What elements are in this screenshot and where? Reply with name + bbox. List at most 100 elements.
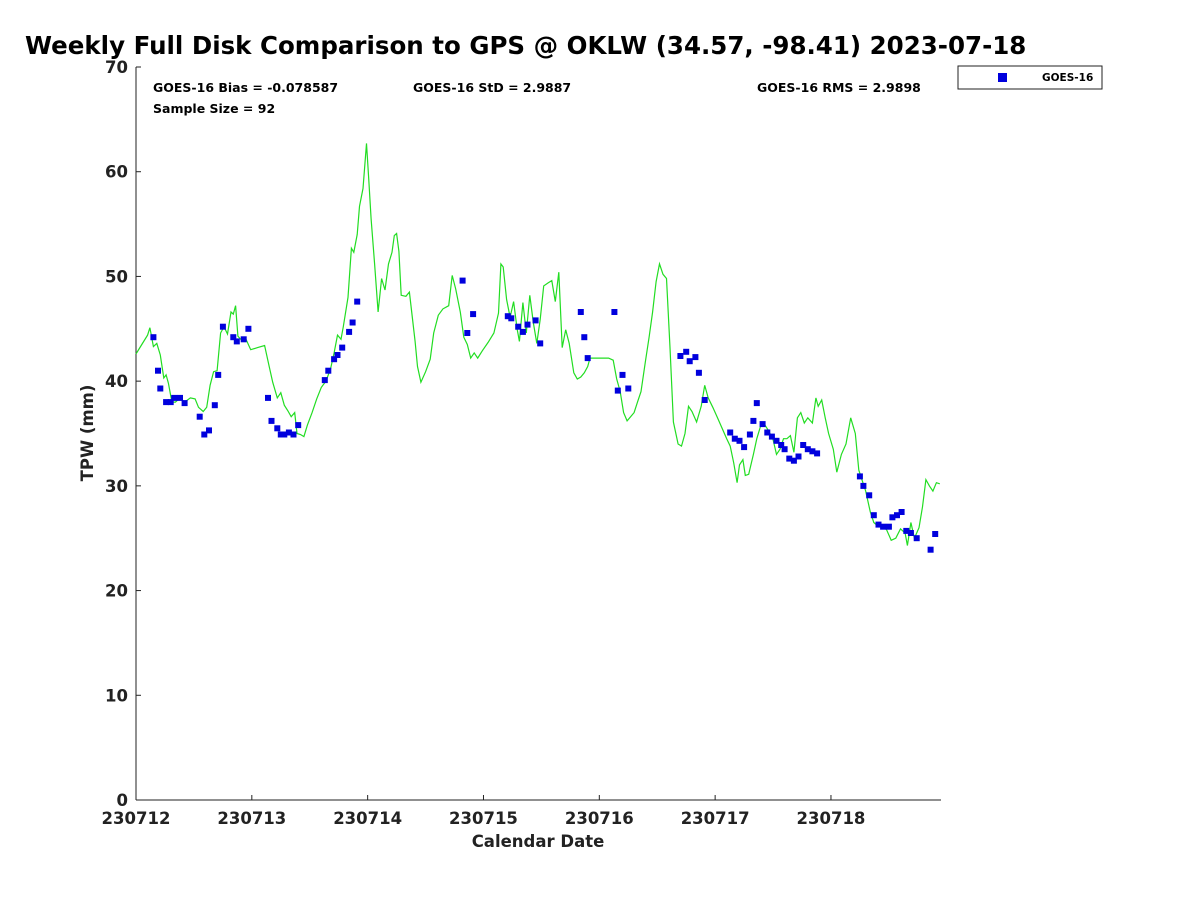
x-tick-label: 230714 bbox=[333, 809, 402, 828]
goes16-point bbox=[907, 530, 914, 536]
x-tick-label: 230713 bbox=[217, 809, 286, 828]
goes16-point bbox=[753, 400, 760, 407]
goes16-point bbox=[611, 309, 618, 315]
goes16-point bbox=[898, 509, 905, 515]
goes16-point bbox=[245, 325, 252, 332]
goes16-point bbox=[459, 277, 466, 284]
y-tick-label: 20 bbox=[105, 582, 128, 601]
goes16-point bbox=[508, 315, 515, 322]
x-tick-label: 230715 bbox=[449, 809, 518, 828]
goes16-point bbox=[764, 429, 771, 436]
goes16-point bbox=[701, 397, 708, 403]
goes16-point bbox=[504, 313, 511, 320]
goes16-point bbox=[532, 317, 539, 324]
goes16-point bbox=[927, 546, 934, 553]
goes16-point bbox=[206, 427, 212, 434]
goes16-point bbox=[736, 437, 743, 444]
goes16-point bbox=[790, 457, 797, 464]
stat-rms: GOES-16 RMS = 2.9898 bbox=[757, 80, 921, 95]
goes16-point bbox=[181, 400, 188, 407]
goes16-point bbox=[683, 348, 690, 355]
goes16-point bbox=[614, 387, 621, 394]
goes16-point bbox=[913, 535, 920, 542]
goes16-point bbox=[215, 371, 222, 378]
goes16-point bbox=[524, 321, 531, 328]
y-tick-label: 30 bbox=[105, 477, 128, 496]
plot-frame bbox=[136, 67, 941, 800]
goes16-point bbox=[625, 385, 632, 392]
goes16-point bbox=[750, 417, 757, 424]
goes16-point bbox=[519, 328, 526, 335]
y-tick-label: 70 bbox=[105, 58, 128, 77]
stat-std: GOES-16 StD = 2.9887 bbox=[413, 80, 571, 95]
goes16-point bbox=[171, 394, 178, 401]
goes16-point bbox=[515, 323, 522, 330]
goes16-point bbox=[692, 354, 699, 361]
goes16-point bbox=[331, 356, 338, 363]
x-tick-label: 230716 bbox=[565, 809, 634, 828]
x-ticks: 230712 230713 230714 230715 230716 230717 2307… bbox=[102, 795, 866, 828]
legend-box bbox=[957, 65, 1103, 90]
goes16-point bbox=[695, 369, 702, 376]
y-tick-label: 40 bbox=[105, 372, 128, 391]
goes16-point bbox=[804, 446, 811, 453]
goes16-point bbox=[581, 334, 588, 341]
goes16-point bbox=[163, 399, 170, 406]
goes16-point bbox=[281, 431, 288, 438]
goes16-point bbox=[470, 311, 477, 318]
goes16-point bbox=[325, 367, 332, 374]
goes16-point bbox=[265, 394, 271, 401]
goes16-point bbox=[731, 435, 738, 442]
goes16-point bbox=[196, 413, 203, 420]
goes16-point bbox=[157, 385, 164, 392]
y-tick-label: 10 bbox=[105, 686, 128, 705]
goes16-point bbox=[903, 527, 910, 534]
goes16-point bbox=[537, 340, 544, 347]
goes16-point bbox=[577, 309, 584, 315]
goes16-point bbox=[866, 492, 873, 499]
goes16-point bbox=[230, 334, 237, 341]
stat-sample-size: Sample Size = 92 bbox=[153, 101, 275, 116]
y-ticks: 0 10 20 30 40 50 60 70 bbox=[105, 58, 141, 810]
goes16-point bbox=[167, 399, 174, 406]
goes16-point bbox=[932, 531, 939, 537]
goes16-point bbox=[295, 422, 302, 429]
goes16-point bbox=[778, 442, 785, 448]
y-axis-label: TPW (mm) bbox=[78, 385, 97, 482]
y-tick-label: 60 bbox=[105, 163, 128, 182]
goes16-point bbox=[619, 371, 626, 378]
x-tick-label: 230718 bbox=[797, 809, 866, 828]
legend-label-goes16: GOES-16 bbox=[1042, 72, 1093, 84]
goes16-point bbox=[274, 425, 281, 432]
goes16-point bbox=[677, 353, 684, 359]
goes16-point bbox=[795, 453, 802, 460]
goes16-point bbox=[349, 319, 356, 326]
goes16-point bbox=[177, 394, 183, 401]
goes16-point bbox=[339, 344, 346, 351]
goes16-point bbox=[686, 358, 693, 365]
goes16-point bbox=[233, 338, 240, 345]
goes16-point bbox=[773, 437, 780, 444]
goes16-point bbox=[809, 448, 816, 455]
gps-series bbox=[135, 143, 940, 546]
chart-title: Weekly Full Disk Comparison to GPS @ OKL… bbox=[25, 31, 1026, 60]
goes16-point bbox=[346, 328, 353, 335]
y-tick-label: 0 bbox=[117, 791, 128, 810]
goes16-point bbox=[285, 429, 292, 436]
goes16-point bbox=[290, 431, 297, 438]
goes16-point bbox=[768, 433, 775, 440]
goes16-point bbox=[786, 455, 793, 462]
goes16-point bbox=[800, 442, 807, 448]
goes16-point bbox=[759, 421, 766, 428]
goes16-point bbox=[885, 523, 892, 530]
goes16-point bbox=[150, 334, 157, 341]
goes16-point bbox=[464, 330, 471, 336]
goes16-point bbox=[155, 367, 161, 374]
y-tick-label: 50 bbox=[105, 267, 128, 286]
goes16-point bbox=[727, 429, 734, 436]
goes16-point bbox=[277, 431, 284, 438]
legend: GOES-16 bbox=[957, 65, 1103, 90]
goes16-point bbox=[870, 512, 877, 519]
goes16-point bbox=[814, 450, 821, 457]
